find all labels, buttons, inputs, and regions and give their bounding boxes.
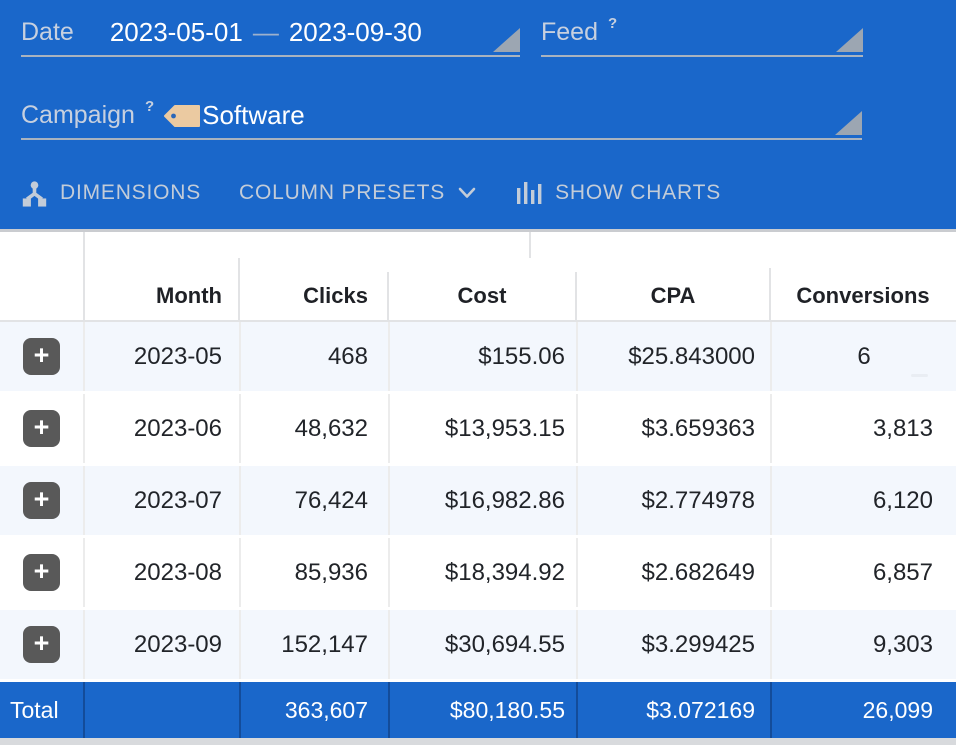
total-row: Total 363,607 $80,180.55 $3.072169 26,09…	[0, 682, 956, 738]
total-cost-cell: $80,180.55	[388, 682, 576, 738]
cost-cell: $30,694.55	[388, 610, 576, 679]
tag-icon	[164, 104, 201, 127]
conversions-cell: 3,813	[770, 394, 956, 463]
header-bottom-border	[0, 320, 956, 322]
total-clicks-cell: 363,607	[239, 682, 388, 738]
month-cell: 2023-05	[83, 322, 239, 391]
conversions-cell: 9,303	[770, 610, 956, 679]
table-row: + 2023-05 468 $155.06 $25.843000 6	[0, 322, 956, 394]
cost-cell: $16,982.86	[388, 466, 576, 535]
expand-row-button[interactable]: +	[23, 338, 60, 375]
feed-help-icon: ?	[607, 15, 618, 32]
dropdown-corner-icon	[836, 28, 863, 52]
month-cell: 2023-08	[83, 538, 239, 607]
clicks-cell: 48,632	[239, 394, 388, 463]
dropdown-corner-icon	[493, 28, 520, 52]
total-conversions-cell: 26,099	[770, 682, 956, 738]
campaign-filter-value: Software	[202, 100, 305, 130]
cpa-cell: $2.774978	[576, 466, 770, 535]
conversions-cell: 6,120	[770, 466, 956, 535]
clicks-cell: 468	[239, 322, 388, 391]
date-range-filter[interactable]: Date 2023-05-01 — 2023-09-30	[21, 10, 520, 57]
show-charts-button-label: SHOW CHARTS	[555, 181, 722, 204]
feed-filter-label: Feed	[541, 18, 598, 46]
cost-cell: $13,953.15	[388, 394, 576, 463]
cpa-cell: $3.659363	[576, 394, 770, 463]
filter-panel: Date 2023-05-01 — 2023-09-30 Feed ? Camp…	[0, 0, 956, 229]
expand-row-button[interactable]: +	[23, 482, 60, 519]
cpa-cell: $3.299425	[576, 610, 770, 679]
date-filter-label: Date	[21, 18, 74, 46]
feed-filter[interactable]: Feed ?	[541, 10, 863, 57]
header-divider	[387, 272, 389, 322]
month-cell: 2023-09	[83, 610, 239, 679]
total-month-cell	[83, 682, 239, 738]
date-end-value: 2023-09-30	[288, 17, 422, 47]
column-header-month[interactable]: Month	[156, 283, 222, 308]
total-label: Total	[10, 696, 59, 723]
conversions-cell: 6	[770, 322, 956, 391]
dimensions-button-label: DIMENSIONS	[60, 181, 202, 204]
header-divider	[238, 258, 240, 322]
conversions-value: 6	[857, 342, 871, 370]
bottom-scroll-strip[interactable]	[0, 738, 956, 745]
column-header-conversions[interactable]: Conversions	[796, 283, 930, 308]
cost-cell: $18,394.92	[388, 538, 576, 607]
header-divider	[575, 272, 577, 322]
campaign-help-icon: ?	[144, 98, 155, 115]
campaign-filter[interactable]: Campaign ? Software	[21, 93, 862, 140]
header-row: Month Clicks Cost CPA Conversions	[0, 272, 956, 320]
dropdown-corner-icon	[835, 111, 862, 135]
expand-row-button[interactable]: +	[23, 410, 60, 447]
cost-cell: $155.06	[388, 322, 576, 391]
date-range-separator: —	[252, 17, 279, 47]
header-divider	[769, 268, 771, 322]
column-presets-button[interactable]: COLUMN PRESETS	[239, 181, 477, 205]
total-cpa-cell: $3.072169	[576, 682, 770, 738]
clicks-cell: 85,936	[239, 538, 388, 607]
campaign-filter-label: Campaign	[21, 101, 135, 129]
chevron-down-icon	[458, 187, 476, 198]
month-cell: 2023-06	[83, 394, 239, 463]
cpa-cell: $2.682649	[576, 538, 770, 607]
table-header: Month Clicks Cost CPA Conversions	[0, 232, 956, 322]
table-toolbar: DIMENSIONS COLUMN PRESETS SHOW CHARTS	[21, 169, 721, 217]
clicks-cell: 76,424	[239, 466, 388, 535]
conversions-cell: 6,857	[770, 538, 956, 607]
bar-chart-icon	[517, 182, 542, 204]
table-row: + 2023-07 76,424 $16,982.86 $2.774978 6,…	[0, 466, 956, 538]
column-header-cpa[interactable]: CPA	[650, 283, 696, 308]
column-header-cost[interactable]: Cost	[457, 283, 507, 308]
column-presets-button-label: COLUMN PRESETS	[239, 181, 446, 204]
header-group-divider	[529, 232, 531, 258]
column-header-clicks[interactable]: Clicks	[303, 283, 368, 308]
expand-row-button[interactable]: +	[23, 554, 60, 591]
expand-row-button[interactable]: +	[23, 626, 60, 663]
dimensions-hub-icon	[22, 180, 47, 207]
panel-table-divider	[0, 229, 956, 232]
cpa-cell: $25.843000	[576, 322, 770, 391]
faint-dash-artifact	[911, 374, 928, 377]
header-divider	[83, 232, 85, 322]
table-row: + 2023-08 85,936 $18,394.92 $2.682649 6,…	[0, 538, 956, 610]
month-cell: 2023-07	[83, 466, 239, 535]
show-charts-button[interactable]: SHOW CHARTS	[515, 179, 721, 207]
table-row: + 2023-06 48,632 $13,953.15 $3.659363 3,…	[0, 394, 956, 466]
date-start-value: 2023-05-01	[109, 17, 243, 47]
table-row: + 2023-09 152,147 $30,694.55 $3.299425 9…	[0, 610, 956, 682]
dimensions-button[interactable]: DIMENSIONS	[21, 180, 201, 207]
clicks-cell: 152,147	[239, 610, 388, 679]
